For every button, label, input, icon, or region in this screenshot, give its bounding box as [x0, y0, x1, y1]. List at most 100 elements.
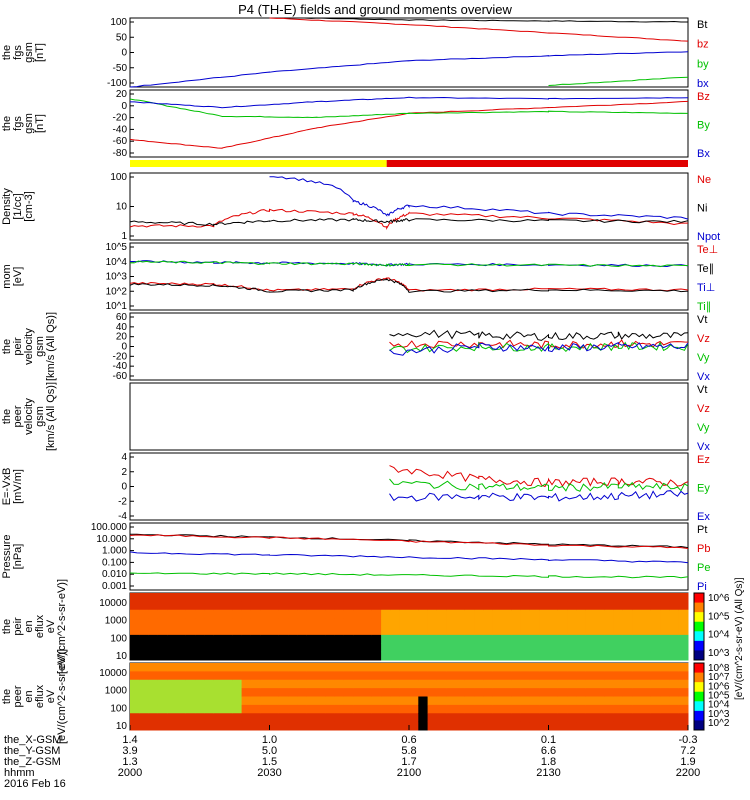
spectrogram-cell	[557, 609, 568, 619]
spectrogram-cell	[427, 618, 438, 627]
spectrogram-cell	[483, 688, 494, 697]
spectrogram-cell	[288, 679, 298, 689]
spectrogram-cell	[278, 651, 289, 661]
series-line-pt	[129, 533, 689, 549]
spectrogram-cell	[381, 679, 391, 689]
y-tick-label: 10^5	[106, 242, 128, 253]
spectrogram-cell	[381, 721, 391, 731]
spectrogram-cell	[390, 696, 401, 706]
spectrogram-cell	[278, 688, 289, 697]
spectrogram-cell	[464, 671, 475, 681]
spectrogram-cell	[195, 713, 205, 723]
colorbar-band	[694, 631, 704, 642]
spectrogram-cell	[576, 696, 587, 706]
spectrogram-cell	[502, 671, 512, 681]
spectrogram-cell	[436, 643, 447, 653]
spectrogram-cell	[418, 618, 429, 627]
footer-date: 2016 Feb 16	[4, 778, 66, 790]
spectrogram-cell	[483, 618, 494, 627]
spectrogram-cell	[157, 643, 168, 653]
spectrogram-cell	[390, 601, 401, 611]
spectrogram-cell	[539, 609, 549, 619]
spectrogram-cell	[427, 609, 438, 619]
spectrogram-cell	[427, 713, 438, 723]
spectrogram-cell	[455, 593, 466, 602]
spectrogram-cell	[325, 643, 336, 653]
spectrogram-cell	[464, 609, 475, 619]
spectrogram-cell	[325, 704, 336, 714]
y-tick-label: 10	[116, 202, 128, 213]
spectrogram-cell	[548, 696, 559, 706]
spectrogram-cell	[381, 643, 391, 653]
spectrogram-cell	[148, 618, 159, 627]
spectrogram-cell	[613, 626, 624, 636]
spectrogram-cell	[334, 618, 345, 627]
y-axis-label: gsm	[23, 113, 35, 134]
spectrogram-cell	[511, 688, 522, 697]
spectrogram-cell	[474, 618, 484, 627]
spectrogram-cell	[669, 721, 680, 731]
spectrogram-cell	[316, 721, 326, 731]
spectrogram-cell	[232, 688, 243, 697]
spectrogram-cell	[250, 721, 261, 731]
colorbar-tick-label: 10^3	[708, 648, 730, 659]
spectrogram-cell	[195, 609, 205, 619]
spectrogram-cell	[269, 634, 280, 644]
spectrogram-cell	[548, 688, 559, 697]
spectrogram-cell	[678, 626, 689, 636]
spectrogram-cell	[595, 626, 605, 636]
spectrogram-cell	[185, 721, 196, 731]
spectrogram-cell	[669, 609, 680, 619]
spectrogram-cell	[399, 688, 410, 697]
spectrogram-cell	[520, 671, 531, 681]
spectrogram-cell	[343, 671, 354, 681]
spectrogram-cell	[195, 593, 205, 602]
spectrogram-cell	[669, 663, 680, 672]
spectrogram-cell	[548, 663, 559, 672]
spectrogram-cell	[316, 626, 326, 636]
spectrogram-cell	[399, 704, 410, 714]
spectrogram-cell	[157, 601, 168, 611]
spectrogram-cell	[446, 696, 456, 706]
spectrogram-cell	[325, 721, 336, 731]
spectrogram-cell	[157, 704, 168, 714]
spectrogram-cell	[641, 626, 652, 636]
spectrogram-cell	[511, 609, 522, 619]
spectrogram-cell	[232, 663, 243, 672]
spectrogram-cell	[381, 601, 391, 611]
y-axis-label: [km/s (All Qs)]	[45, 382, 57, 451]
spectrogram-cell	[167, 721, 177, 731]
y-axis-label: the	[1, 619, 13, 634]
spectrogram-cell	[557, 713, 568, 723]
spectrogram-cell	[604, 721, 615, 731]
footer-row-label: the_Y-GSM	[4, 745, 60, 757]
spectrogram-cell	[306, 601, 317, 611]
spectrogram-cell	[576, 618, 587, 627]
spectrogram-cell	[148, 609, 159, 619]
spectrogram-cell	[371, 688, 382, 697]
spectrogram-cell	[278, 679, 289, 689]
spectrogram-cell	[409, 634, 419, 644]
spectrogram-cell	[399, 696, 410, 706]
colorbar-tick-label: 10^8	[708, 663, 730, 674]
spectrogram-cell	[455, 704, 466, 714]
y-tick-label: -20	[113, 351, 128, 362]
spectrogram-cell	[502, 651, 512, 661]
spectrogram-cell	[241, 713, 252, 723]
spectrogram-cell	[446, 671, 456, 681]
spectrogram-cell	[613, 688, 624, 697]
spectrogram-cell	[595, 601, 605, 611]
spectrogram-cell	[604, 609, 615, 619]
spectrogram-cell	[492, 593, 503, 602]
spectrogram-cell	[213, 651, 224, 661]
spectrogram-cell	[567, 713, 577, 723]
spectrogram-cell	[492, 634, 503, 644]
spectrogram-cell	[660, 679, 670, 689]
spectrogram-cell	[288, 593, 298, 602]
series-line-by	[548, 76, 689, 86]
colorbar-tick-label: 10^6	[708, 593, 730, 604]
spectrogram-cell	[250, 601, 261, 611]
series-line-ti∥	[130, 260, 689, 268]
spectrogram-cell	[353, 609, 363, 619]
spectrogram-cell	[502, 618, 512, 627]
